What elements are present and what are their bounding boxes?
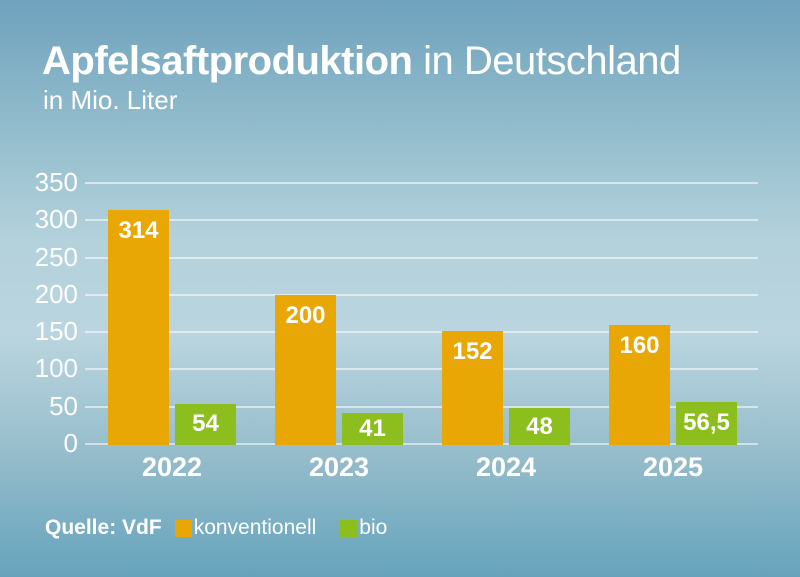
y-tick-label-50: 50 bbox=[49, 390, 78, 421]
bar-konventionell-2025: 160 bbox=[609, 324, 670, 445]
bar-value-bio-2023: 41 bbox=[359, 415, 386, 443]
title-regular-part: in Deutschland bbox=[412, 39, 681, 83]
bar-bio-2025: 56,5 bbox=[676, 401, 737, 445]
y-tick-label-250: 250 bbox=[34, 241, 78, 272]
x-label-2024: 2024 bbox=[475, 452, 537, 482]
legend-item-konventionell: konventionell bbox=[174, 516, 317, 540]
bar-konventionell-2023: 200 bbox=[275, 294, 336, 445]
bar-value-bio-2022: 54 bbox=[192, 410, 219, 438]
legend-swatch-bio bbox=[340, 519, 358, 537]
page-title: Apfelsaftproduktion in Deutschland bbox=[42, 38, 681, 84]
gridline-350 bbox=[85, 182, 758, 184]
title-bold-part: Apfelsaftproduktion bbox=[42, 39, 413, 83]
bar-konventionell-2024: 152 bbox=[442, 330, 503, 445]
bar-value-konventionell-2024: 152 bbox=[452, 337, 493, 365]
y-tick-label-300: 300 bbox=[34, 204, 78, 235]
bar-value-konventionell-2025: 160 bbox=[619, 331, 660, 359]
bar-value-konventionell-2022: 314 bbox=[118, 216, 159, 244]
bar-value-bio-2024: 48 bbox=[526, 412, 553, 440]
x-label-2022: 2022 bbox=[141, 452, 203, 482]
y-tick-label-100: 100 bbox=[34, 353, 78, 384]
legend-label-konventionell: konventionell bbox=[193, 516, 317, 539]
legend-label-bio: bio bbox=[359, 516, 388, 539]
source-label: Quelle: VdF bbox=[45, 516, 162, 539]
gridline-150 bbox=[85, 331, 758, 334]
gridline-250 bbox=[85, 256, 758, 259]
bar-konventionell-2022: 314 bbox=[108, 209, 169, 445]
gridline-100 bbox=[85, 368, 758, 371]
gridline-200 bbox=[85, 293, 758, 296]
bar-bio-2024: 48 bbox=[509, 408, 570, 445]
gridline-0 bbox=[85, 443, 758, 445]
legend-items: konventionell bio bbox=[174, 516, 412, 540]
legend-item-bio: bio bbox=[340, 516, 387, 540]
x-label-2023: 2023 bbox=[308, 452, 370, 482]
legend-row: Quelle: VdF konventionell bio bbox=[45, 513, 411, 543]
y-tick-label-150: 150 bbox=[34, 316, 78, 347]
bar-bio-2023: 41 bbox=[342, 413, 403, 445]
y-tick-label-0: 0 bbox=[63, 428, 78, 458]
legend-swatch-konventionell bbox=[174, 519, 192, 537]
bar-bio-2022: 54 bbox=[175, 403, 236, 445]
y-tick-label-350: 350 bbox=[34, 167, 78, 197]
y-tick-label-200: 200 bbox=[34, 278, 78, 309]
x-label-2025: 2025 bbox=[642, 452, 704, 482]
bar-value-konventionell-2023: 200 bbox=[285, 301, 326, 329]
bar-value-bio-2025: 56,5 bbox=[683, 409, 730, 437]
chart-unit-subtitle: in Mio. Liter bbox=[43, 85, 178, 115]
gridline-50 bbox=[85, 405, 758, 408]
gridline-300 bbox=[85, 219, 758, 222]
